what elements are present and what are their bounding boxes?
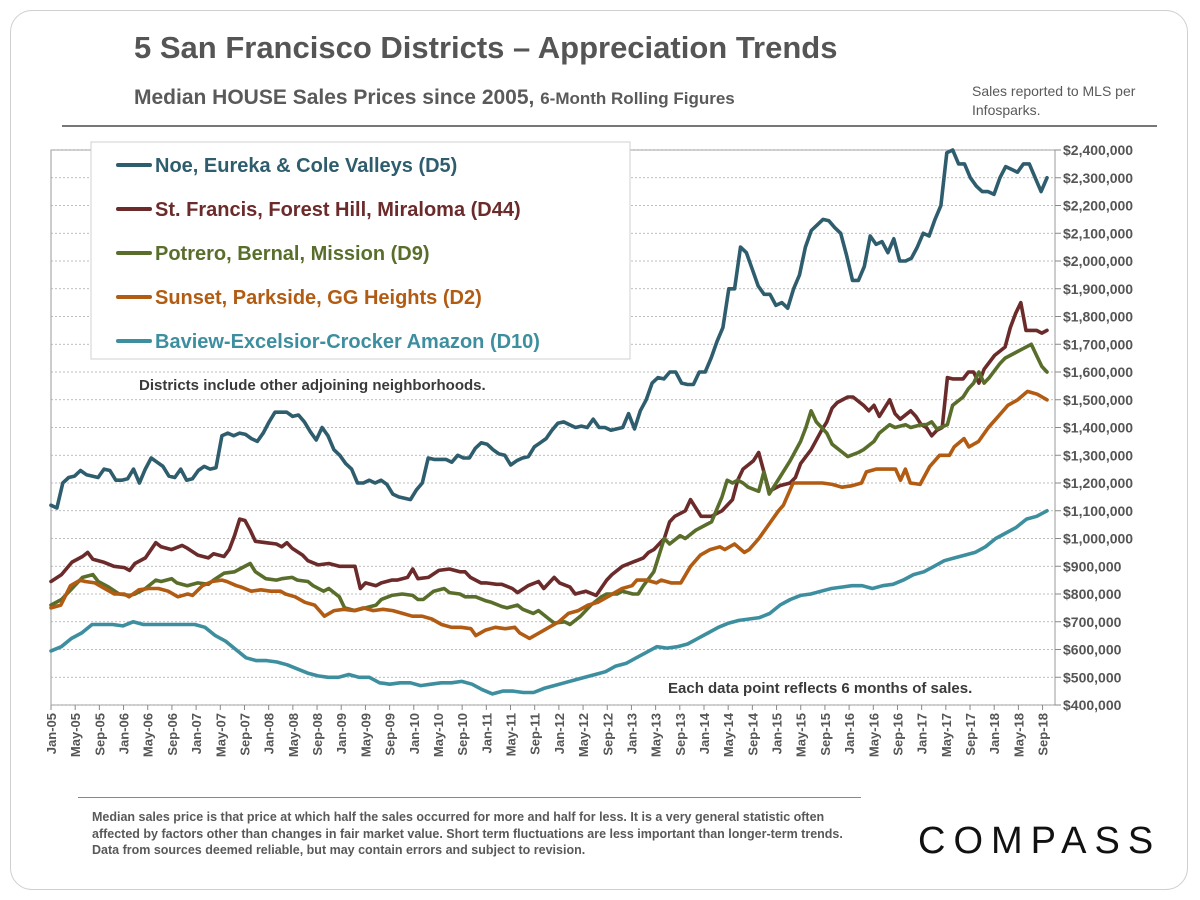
x-tick-label: May-07 — [213, 713, 228, 757]
x-tick-label: Jan-08 — [262, 713, 277, 754]
x-tick-label: May-14 — [721, 712, 736, 757]
x-tick-label: May-05 — [68, 713, 83, 757]
chart-subtitle: Median HOUSE Sales Prices since 2005, 6-… — [134, 86, 735, 110]
x-tick-label: May-10 — [431, 713, 446, 757]
x-tick-label: May-18 — [1011, 713, 1026, 757]
source-note: Sales reported to MLS per Infosparks. — [972, 83, 1136, 118]
x-tick-label: Sep-10 — [455, 713, 470, 756]
y-tick-label: $1,200,000 — [1063, 475, 1133, 491]
y-tick-label: $1,900,000 — [1063, 281, 1133, 297]
x-tick-label: May-09 — [358, 713, 373, 757]
y-tick-label: $2,000,000 — [1063, 253, 1133, 269]
series-line — [49, 300, 1049, 598]
x-tick-label: May-15 — [794, 713, 809, 757]
chart-title: 5 San Francisco Districts – Appreciation… — [134, 30, 838, 65]
x-tick-label: Jan-09 — [334, 713, 349, 754]
x-tick-label: May-16 — [866, 713, 881, 757]
header-divider — [62, 125, 1157, 127]
x-tick-label: Sep-06 — [165, 713, 180, 756]
x-tick-label: Sep-07 — [237, 713, 252, 756]
x-tick-label: Jan-07 — [189, 713, 204, 754]
y-tick-label: $1,000,000 — [1063, 531, 1133, 547]
x-tick-label: Jan-06 — [117, 713, 132, 754]
subtitle-main: Median HOUSE Sales Prices since 2005, — [134, 86, 535, 109]
series-line — [49, 389, 1049, 641]
series-line — [49, 508, 1049, 696]
legend-label: Sunset, Parkside, GG Heights (D2) — [155, 287, 482, 309]
y-tick-label: $2,100,000 — [1063, 225, 1133, 241]
x-tick-label: Sep-18 — [1036, 713, 1051, 756]
annotation-data-point: Each data point reflects 6 months of sal… — [668, 680, 972, 697]
x-tick-label: Jan-05 — [44, 713, 59, 754]
x-tick-label: Sep-14 — [745, 712, 760, 755]
footnote: Median sales price is that price at whic… — [92, 810, 843, 857]
x-tick-label: Sep-08 — [310, 713, 325, 756]
y-tick-label: $700,000 — [1063, 614, 1122, 630]
legend-label: St. Francis, Forest Hill, Miraloma (D44) — [155, 199, 521, 221]
x-tick-label: Jan-14 — [697, 712, 712, 754]
y-tick-label: $2,300,000 — [1063, 170, 1133, 186]
x-tick-label: Jan-12 — [552, 713, 567, 754]
x-tick-label: Jan-16 — [842, 713, 857, 754]
y-tick-label: $600,000 — [1063, 642, 1122, 658]
legend-label: Potrero, Bernal, Mission (D9) — [155, 243, 430, 265]
x-tick-label: May-08 — [286, 713, 301, 757]
x-tick-label: Sep-05 — [92, 713, 107, 756]
y-tick-label: $1,800,000 — [1063, 309, 1133, 325]
x-tick-label: May-17 — [939, 713, 954, 757]
x-tick-label: Jan-15 — [770, 713, 785, 754]
y-tick-label: $1,400,000 — [1063, 420, 1133, 436]
y-tick-label: $2,200,000 — [1063, 198, 1133, 214]
x-tick-label: Sep-16 — [890, 713, 905, 756]
legend-box — [90, 141, 631, 360]
x-tick-label: Sep-11 — [528, 713, 543, 755]
subtitle-small: 6-Month Rolling Figures — [540, 89, 735, 108]
footer-divider — [78, 797, 861, 798]
y-tick-label: $1,500,000 — [1063, 392, 1133, 408]
x-tick-label: May-06 — [141, 713, 156, 757]
legend-label: Baview-Excelsior-Crocker Amazon (D10) — [155, 331, 540, 353]
series-line — [49, 342, 1049, 627]
y-tick-label: $2,400,000 — [1063, 142, 1133, 158]
x-tick-label: Sep-13 — [673, 713, 688, 756]
x-tick-label: Jan-18 — [987, 713, 1002, 754]
x-tick-label: Sep-17 — [963, 713, 978, 756]
x-tick-label: Jan-17 — [915, 713, 930, 754]
y-tick-label: $900,000 — [1063, 558, 1122, 574]
x-tick-label: Sep-09 — [383, 713, 398, 756]
x-tick-label: Sep-15 — [818, 713, 833, 756]
legend-label: Noe, Eureka & Cole Valleys (D5) — [155, 155, 457, 177]
y-tick-label: $500,000 — [1063, 669, 1122, 685]
annotation-districts: Districts include other adjoining neighb… — [139, 377, 486, 394]
y-tick-label: $800,000 — [1063, 586, 1122, 602]
series-line — [49, 148, 1049, 510]
x-tick-label: Jan-13 — [624, 713, 639, 754]
x-tick-label: Jan-10 — [407, 713, 422, 754]
y-tick-label: $1,600,000 — [1063, 364, 1133, 380]
x-tick-label: Jan-11 — [479, 713, 494, 753]
y-tick-label: $1,700,000 — [1063, 336, 1133, 352]
x-tick-label: May-13 — [649, 713, 664, 757]
x-tick-label: May-12 — [576, 713, 591, 757]
y-tick-label: $1,300,000 — [1063, 447, 1133, 463]
y-tick-label: $1,100,000 — [1063, 503, 1133, 519]
compass-logo: COMPASS — [918, 820, 1162, 862]
x-tick-label: Sep-12 — [600, 713, 615, 756]
x-tick-label: May-11 — [504, 713, 519, 756]
y-tick-label: $400,000 — [1063, 697, 1122, 713]
